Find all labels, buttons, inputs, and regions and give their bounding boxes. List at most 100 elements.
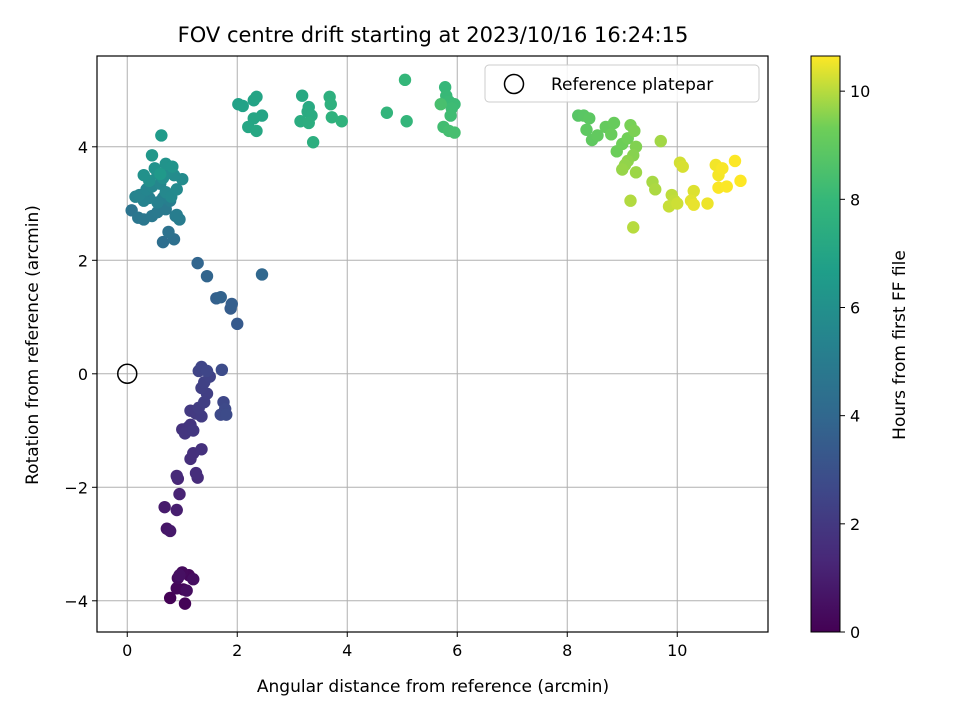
data-point: [170, 183, 183, 196]
data-point: [163, 591, 177, 605]
grid: [97, 56, 768, 632]
data-point: [434, 98, 447, 111]
legend-label-reference: Reference platepar: [551, 75, 713, 95]
colorbar-label: Hours from first FF file: [890, 250, 910, 440]
data-point: [295, 89, 309, 102]
y-tick-label: −2: [64, 478, 88, 497]
x-tick-label: 10: [667, 641, 687, 660]
data-point: [580, 123, 593, 136]
data-point: [220, 408, 233, 421]
data-point: [728, 154, 742, 168]
data-point: [166, 160, 179, 173]
colorbar-tick-label: 10: [850, 82, 870, 101]
data-point: [687, 198, 700, 211]
data-point: [649, 183, 662, 196]
y-tick-label: 2: [78, 251, 88, 270]
colorbar: 0 2 4 6 8 10 Hours from first FF file: [810, 55, 910, 642]
colorbar-tick-label: 2: [850, 515, 860, 534]
plot-area-frame: [96, 55, 769, 633]
data-point: [616, 163, 629, 176]
colorbar-ticks: 0 2 4 6 8 10: [840, 82, 870, 642]
data-point: [444, 109, 457, 122]
data-point: [629, 166, 643, 179]
data-point: [302, 116, 315, 130]
data-point: [200, 269, 214, 283]
data-point: [170, 503, 183, 517]
data-point: [591, 129, 604, 142]
x-tick-label: 6: [452, 641, 462, 660]
x-tick-label: 8: [562, 641, 572, 660]
data-point: [676, 160, 689, 173]
y-tick-label: −4: [64, 592, 88, 611]
data-point: [162, 225, 175, 239]
y-tick-label: 4: [78, 138, 88, 157]
data-point: [671, 197, 684, 210]
colorbar-gradient: [810, 55, 841, 633]
data-point: [187, 424, 200, 437]
colorbar-tick-label: 8: [850, 190, 860, 209]
data-point: [158, 500, 171, 514]
y-axis-ticks: −4 −2 0 2 4: [64, 138, 97, 611]
data-point: [325, 111, 339, 124]
data-point: [154, 167, 167, 181]
x-tick-label: 2: [232, 641, 242, 660]
reference-platepar-marker: [117, 363, 138, 385]
legend: Reference platepar: [484, 64, 760, 103]
data-point: [624, 194, 637, 207]
data-point: [398, 73, 412, 87]
data-point: [734, 174, 747, 188]
x-axis-ticks: 0 2 4 6 8 10: [122, 632, 687, 660]
x-tick-label: 4: [342, 641, 352, 660]
data-point: [163, 524, 177, 538]
data-point: [170, 208, 183, 222]
data-point: [255, 268, 269, 281]
data-point: [215, 363, 229, 377]
data-points: [125, 73, 747, 610]
data-point: [145, 149, 159, 162]
data-point: [225, 297, 238, 311]
data-point: [716, 162, 729, 175]
legend-box: [484, 64, 760, 103]
data-point: [155, 129, 168, 142]
colorbar-tick-label: 6: [850, 298, 860, 317]
data-point: [250, 90, 263, 104]
data-point: [200, 364, 214, 378]
data-point: [236, 99, 249, 113]
chart-title: FOV centre drift starting at 2023/10/16 …: [178, 23, 689, 47]
data-point: [156, 235, 170, 249]
data-point: [173, 569, 186, 582]
data-point: [170, 469, 183, 483]
data-point: [214, 290, 227, 304]
data-point: [187, 573, 200, 586]
legend-marker-reference: [503, 73, 525, 95]
data-point: [137, 168, 150, 182]
data-point: [605, 128, 618, 141]
data-point: [324, 98, 337, 111]
y-tick-label: 0: [78, 365, 88, 384]
data-point: [178, 597, 192, 610]
data-point: [335, 115, 348, 128]
data-point: [583, 112, 596, 125]
y-axis-label: Rotation from reference (arcmin): [23, 205, 43, 485]
data-point: [720, 180, 733, 193]
x-axis-label: Angular distance from reference (arcmin): [257, 677, 609, 697]
data-point: [170, 582, 183, 595]
data-point: [448, 126, 461, 139]
data-point: [654, 134, 667, 148]
data-point: [306, 136, 320, 149]
data-point: [173, 487, 186, 501]
data-point: [250, 124, 263, 138]
colorbar-tick-label: 0: [850, 623, 860, 642]
data-point: [628, 124, 641, 138]
data-point: [701, 197, 714, 210]
data-point: [687, 184, 700, 198]
colorbar-tick-label: 4: [850, 407, 860, 426]
data-point: [607, 116, 621, 130]
data-point: [400, 115, 413, 128]
data-point: [191, 256, 204, 270]
data-point: [195, 443, 208, 456]
data-point: [627, 221, 640, 234]
data-point: [180, 584, 193, 597]
data-point: [231, 317, 244, 331]
